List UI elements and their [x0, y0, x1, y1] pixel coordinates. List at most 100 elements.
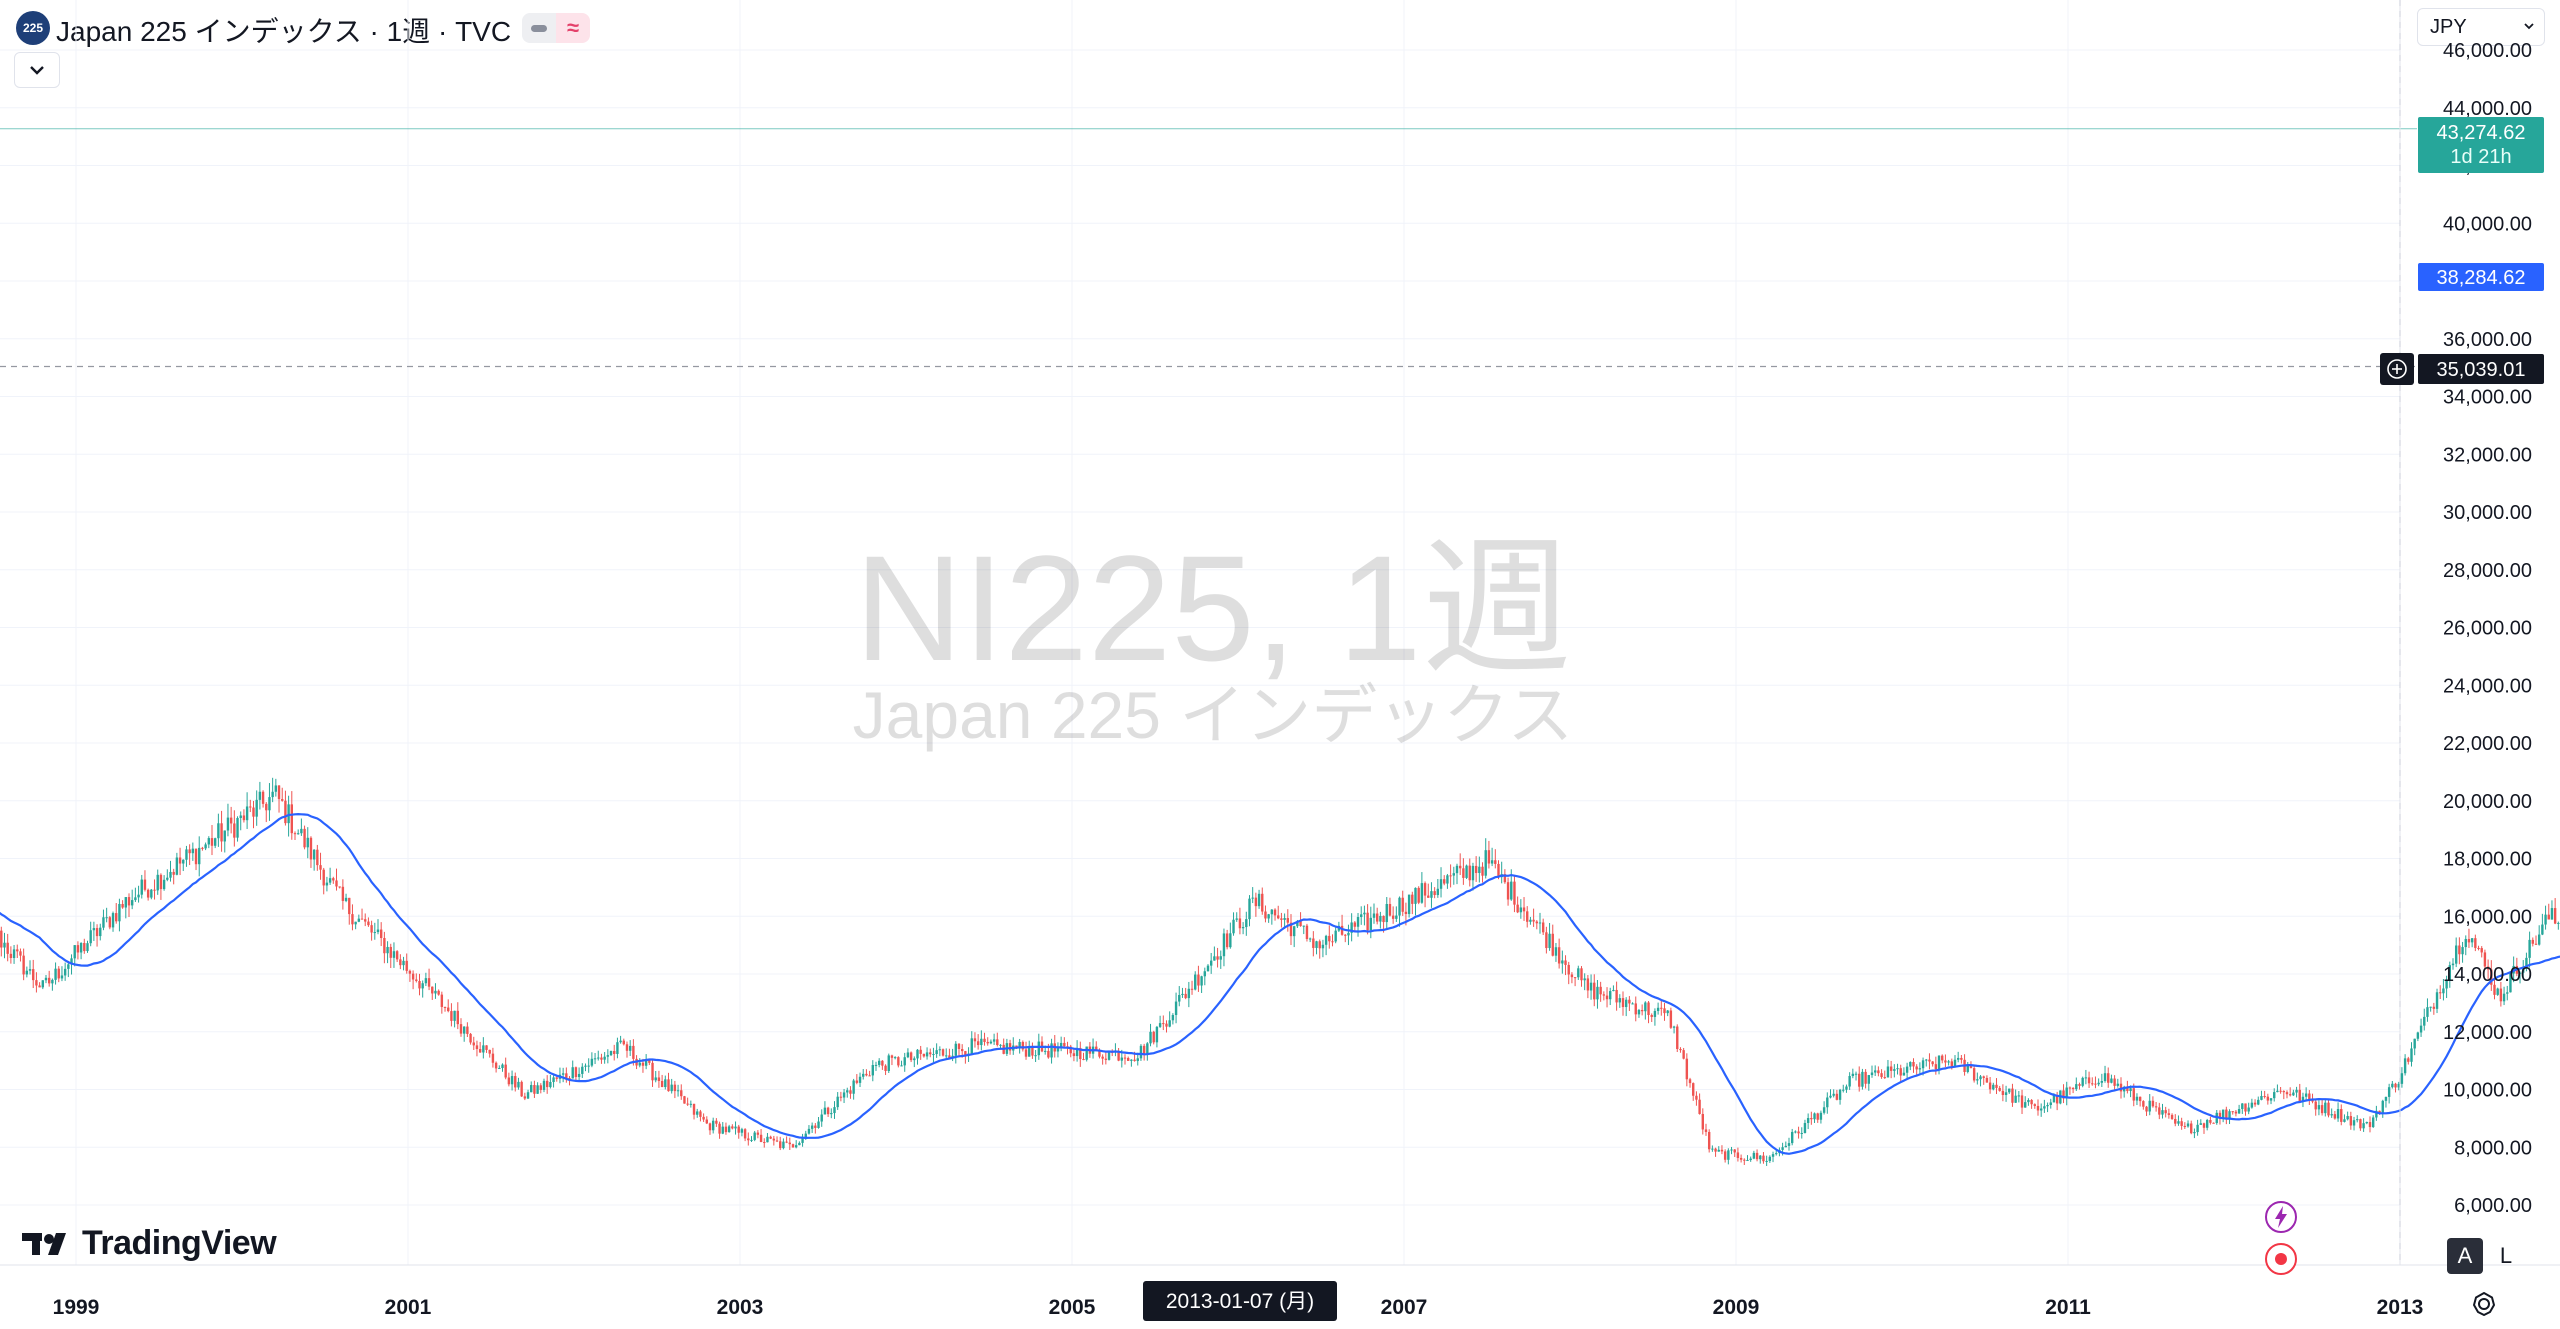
candle-body	[2113, 1078, 2116, 1086]
candle-body	[1136, 1058, 1139, 1062]
candle-body	[1905, 1066, 1909, 1073]
time-axis[interactable]: 1999 2001 2003 2005 2007 2009 2011 2013	[53, 1296, 2424, 1319]
candle-body	[1947, 1061, 1950, 1063]
candle-body	[756, 1132, 760, 1135]
candle-body	[146, 889, 150, 898]
candle-body	[1666, 1010, 1669, 1014]
candle-body	[293, 833, 297, 835]
candle-body	[1194, 974, 1197, 990]
candle-body	[1267, 914, 1270, 919]
candle-body	[2279, 1090, 2282, 1092]
gear-icon[interactable]	[2470, 1290, 2498, 1318]
candle-body	[1241, 927, 1245, 929]
candle-body	[1826, 1097, 1829, 1108]
tradingview-logo-icon	[22, 1232, 66, 1255]
candle-body	[1765, 1160, 1768, 1162]
candle-body	[1299, 921, 1302, 927]
candle-body	[986, 1041, 989, 1044]
candle-body	[1056, 1048, 1060, 1052]
candle-body	[574, 1067, 578, 1078]
candle-body	[577, 1073, 581, 1078]
candle-body	[1644, 1002, 1647, 1012]
candle-body	[514, 1076, 517, 1088]
candle-body	[79, 943, 83, 953]
candle-body	[2506, 992, 2509, 994]
y-tick-label: 14,000.00	[2443, 964, 2532, 986]
candle-body	[2151, 1100, 2155, 1107]
candle-body	[226, 817, 230, 831]
candle-body	[1934, 1064, 1938, 1070]
record-icon[interactable]	[2264, 1242, 2298, 1276]
candle-body	[1372, 913, 1376, 918]
candle-body	[1551, 933, 1554, 956]
candle-body	[1280, 918, 1283, 920]
candle-body	[1481, 866, 1484, 876]
candle-body	[2426, 1007, 2429, 1017]
candle-body	[2097, 1082, 2100, 1085]
candle-body	[858, 1076, 862, 1083]
auto-scale-button[interactable]: A	[2447, 1238, 2483, 1274]
candle-body	[1379, 915, 1382, 922]
candle-body	[810, 1125, 814, 1129]
candle-body	[1723, 1151, 1727, 1160]
candle-body	[2170, 1114, 2174, 1119]
candle-body	[1292, 926, 1296, 937]
currency-selector[interactable]: JPY	[2417, 8, 2545, 46]
candle-body	[1126, 1058, 1130, 1061]
candle-body	[2257, 1099, 2260, 1105]
candle-body	[2075, 1084, 2078, 1090]
candle-body	[1331, 941, 1334, 943]
candle-body	[1915, 1066, 1918, 1070]
candle-body	[1733, 1149, 1736, 1153]
candle-body	[1328, 935, 1331, 942]
y-tick-label: 32,000.00	[2443, 444, 2532, 466]
candle-body	[660, 1080, 664, 1088]
candle-body	[2039, 1108, 2043, 1111]
symbol-title[interactable]: Japan 225 インデックス · 1週 · TVC	[56, 16, 512, 47]
candle-body	[2467, 938, 2471, 943]
y-tick-label: 16,000.00	[2443, 906, 2532, 928]
flash-icon[interactable]	[2264, 1200, 2298, 1234]
candle-body	[1899, 1068, 1902, 1076]
price-axis[interactable]: 6,000.00 8,000.00 10,000.00 12,000.00 14,000…	[2443, 40, 2532, 1217]
candle-body	[1573, 977, 1577, 979]
candle-body	[641, 1062, 645, 1066]
candle-body	[1305, 925, 1309, 940]
candle-body	[265, 803, 268, 811]
tradingview-logo[interactable]: TradingView	[22, 1224, 277, 1263]
line-style-icon[interactable]	[522, 13, 556, 43]
candle-body	[1069, 1046, 1072, 1054]
candle-body	[54, 968, 57, 980]
candle-body	[1219, 956, 1222, 960]
candle-body	[1727, 1150, 1730, 1160]
candle-body	[2480, 948, 2483, 953]
watermark-description: Japan 225 インデックス	[853, 678, 1574, 752]
candle-body	[2442, 988, 2445, 994]
candle-body	[169, 871, 172, 878]
candle-body	[1107, 1051, 1111, 1060]
wave-icon[interactable]: ≈	[556, 13, 590, 43]
symbol-logo-icon[interactable]: 225	[16, 11, 50, 45]
candle-body	[462, 1026, 466, 1034]
candle-body	[2253, 1102, 2257, 1105]
candlestick-series	[0, 777, 2560, 1166]
collapse-legend-button[interactable]	[14, 52, 60, 88]
candle-body	[1513, 881, 1516, 905]
candle-body	[1315, 941, 1318, 948]
candle-body	[1944, 1060, 1947, 1063]
candle-body	[1982, 1076, 1985, 1078]
candle-body	[1992, 1084, 1995, 1090]
candle-body	[2439, 992, 2442, 994]
candle-body	[523, 1096, 527, 1099]
candle-body	[868, 1075, 871, 1077]
log-scale-button[interactable]: L	[2499, 1243, 2513, 1268]
y-tick-label: 30,000.00	[2443, 502, 2532, 524]
candle-body	[670, 1084, 673, 1092]
candle-body	[1366, 912, 1369, 931]
candle-body	[1669, 1010, 1673, 1028]
candle-body	[1838, 1089, 1842, 1100]
candle-body	[817, 1121, 820, 1128]
header-indicator-pills[interactable]: ≈	[522, 13, 590, 43]
candle-body	[1021, 1041, 1025, 1050]
